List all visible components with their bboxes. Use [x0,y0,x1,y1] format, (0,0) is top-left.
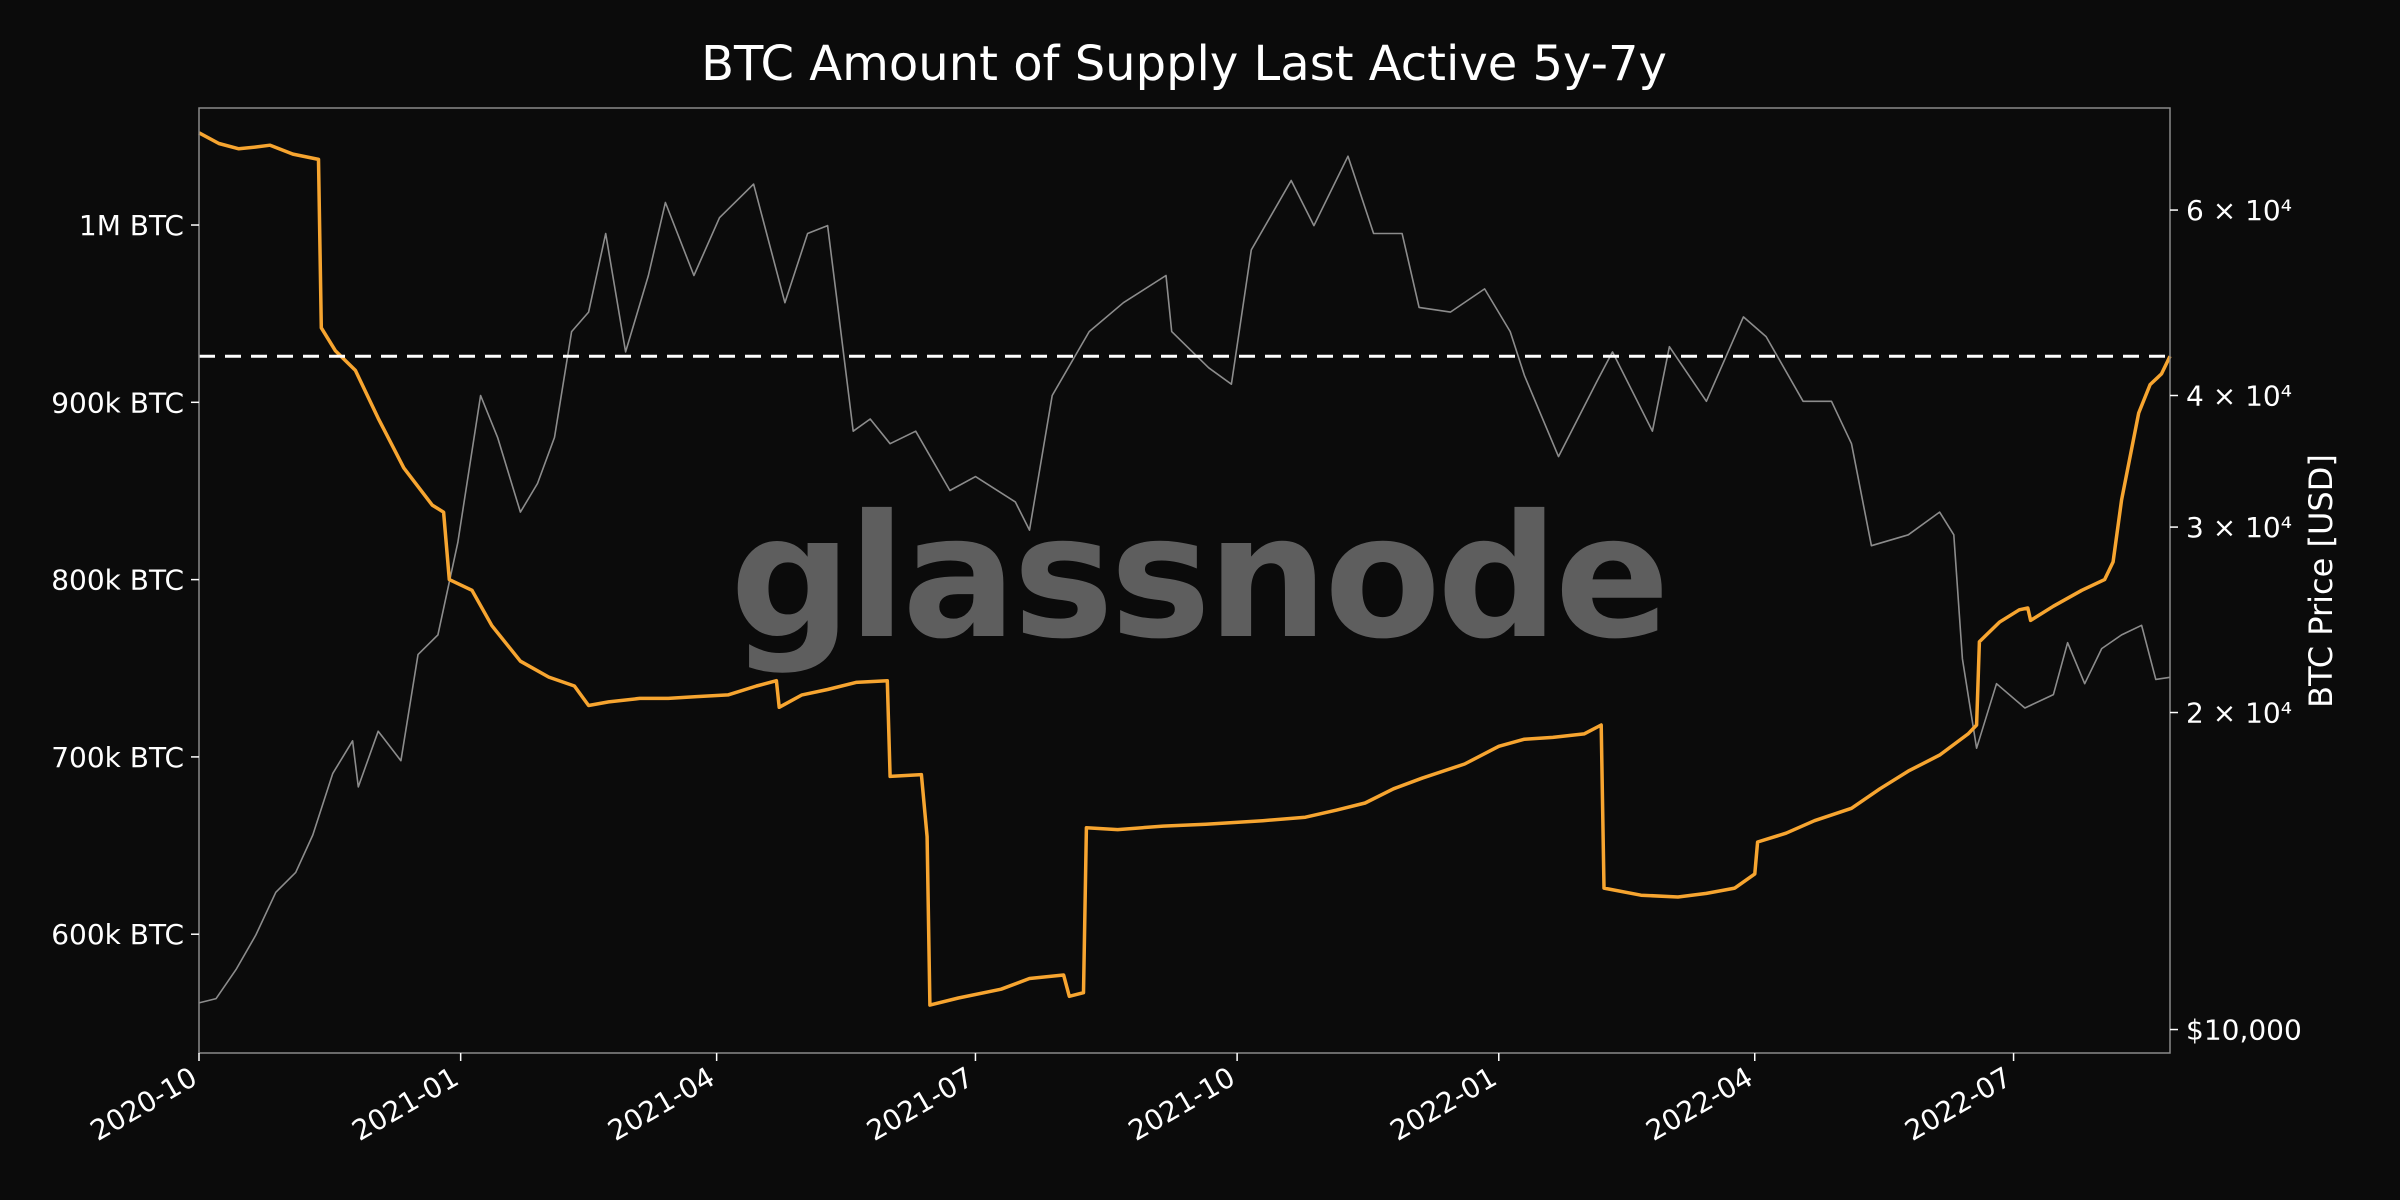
left-y-tick-label: 600k BTC [51,918,184,951]
left-y-tick-label: 800k BTC [51,564,184,597]
plot-area: glassnode [198,107,2172,1054]
right-y-tick-label: 6 × 10⁴ [2186,194,2292,227]
left-y-tick-label: 1M BTC [79,209,184,242]
right-y-axis: $10,000 2 × 10⁴ 3 × 10⁴ 4 × 10⁴ 6 × 10⁴ [2170,194,2302,1047]
chart-title: BTC Amount of Supply Last Active 5y-7y [701,36,1667,92]
right-y-tick-label: 2 × 10⁴ [2186,697,2292,730]
left-y-tick-label: 900k BTC [51,386,184,419]
btc-price-series [198,155,2171,1004]
plot-background [199,108,2170,1053]
watermark: glassnode [730,479,1666,677]
right-y-tick-label: 4 × 10⁴ [2186,380,2292,413]
price-line [198,155,2171,1004]
right-y-tick-label: $10,000 [2186,1014,2302,1047]
plot-frame [198,107,2171,1054]
right-y-axis-label: BTC Price [USD] [2302,454,2340,708]
left-y-tick-label: 700k BTC [51,741,184,774]
supply-line [198,131,2172,1007]
supply-series [198,131,2172,1007]
left-y-axis: 600k BTC 700k BTC 800k BTC 900k BTC 1M BTC [51,209,199,951]
right-y-tick-label: 3 × 10⁴ [2186,511,2292,544]
